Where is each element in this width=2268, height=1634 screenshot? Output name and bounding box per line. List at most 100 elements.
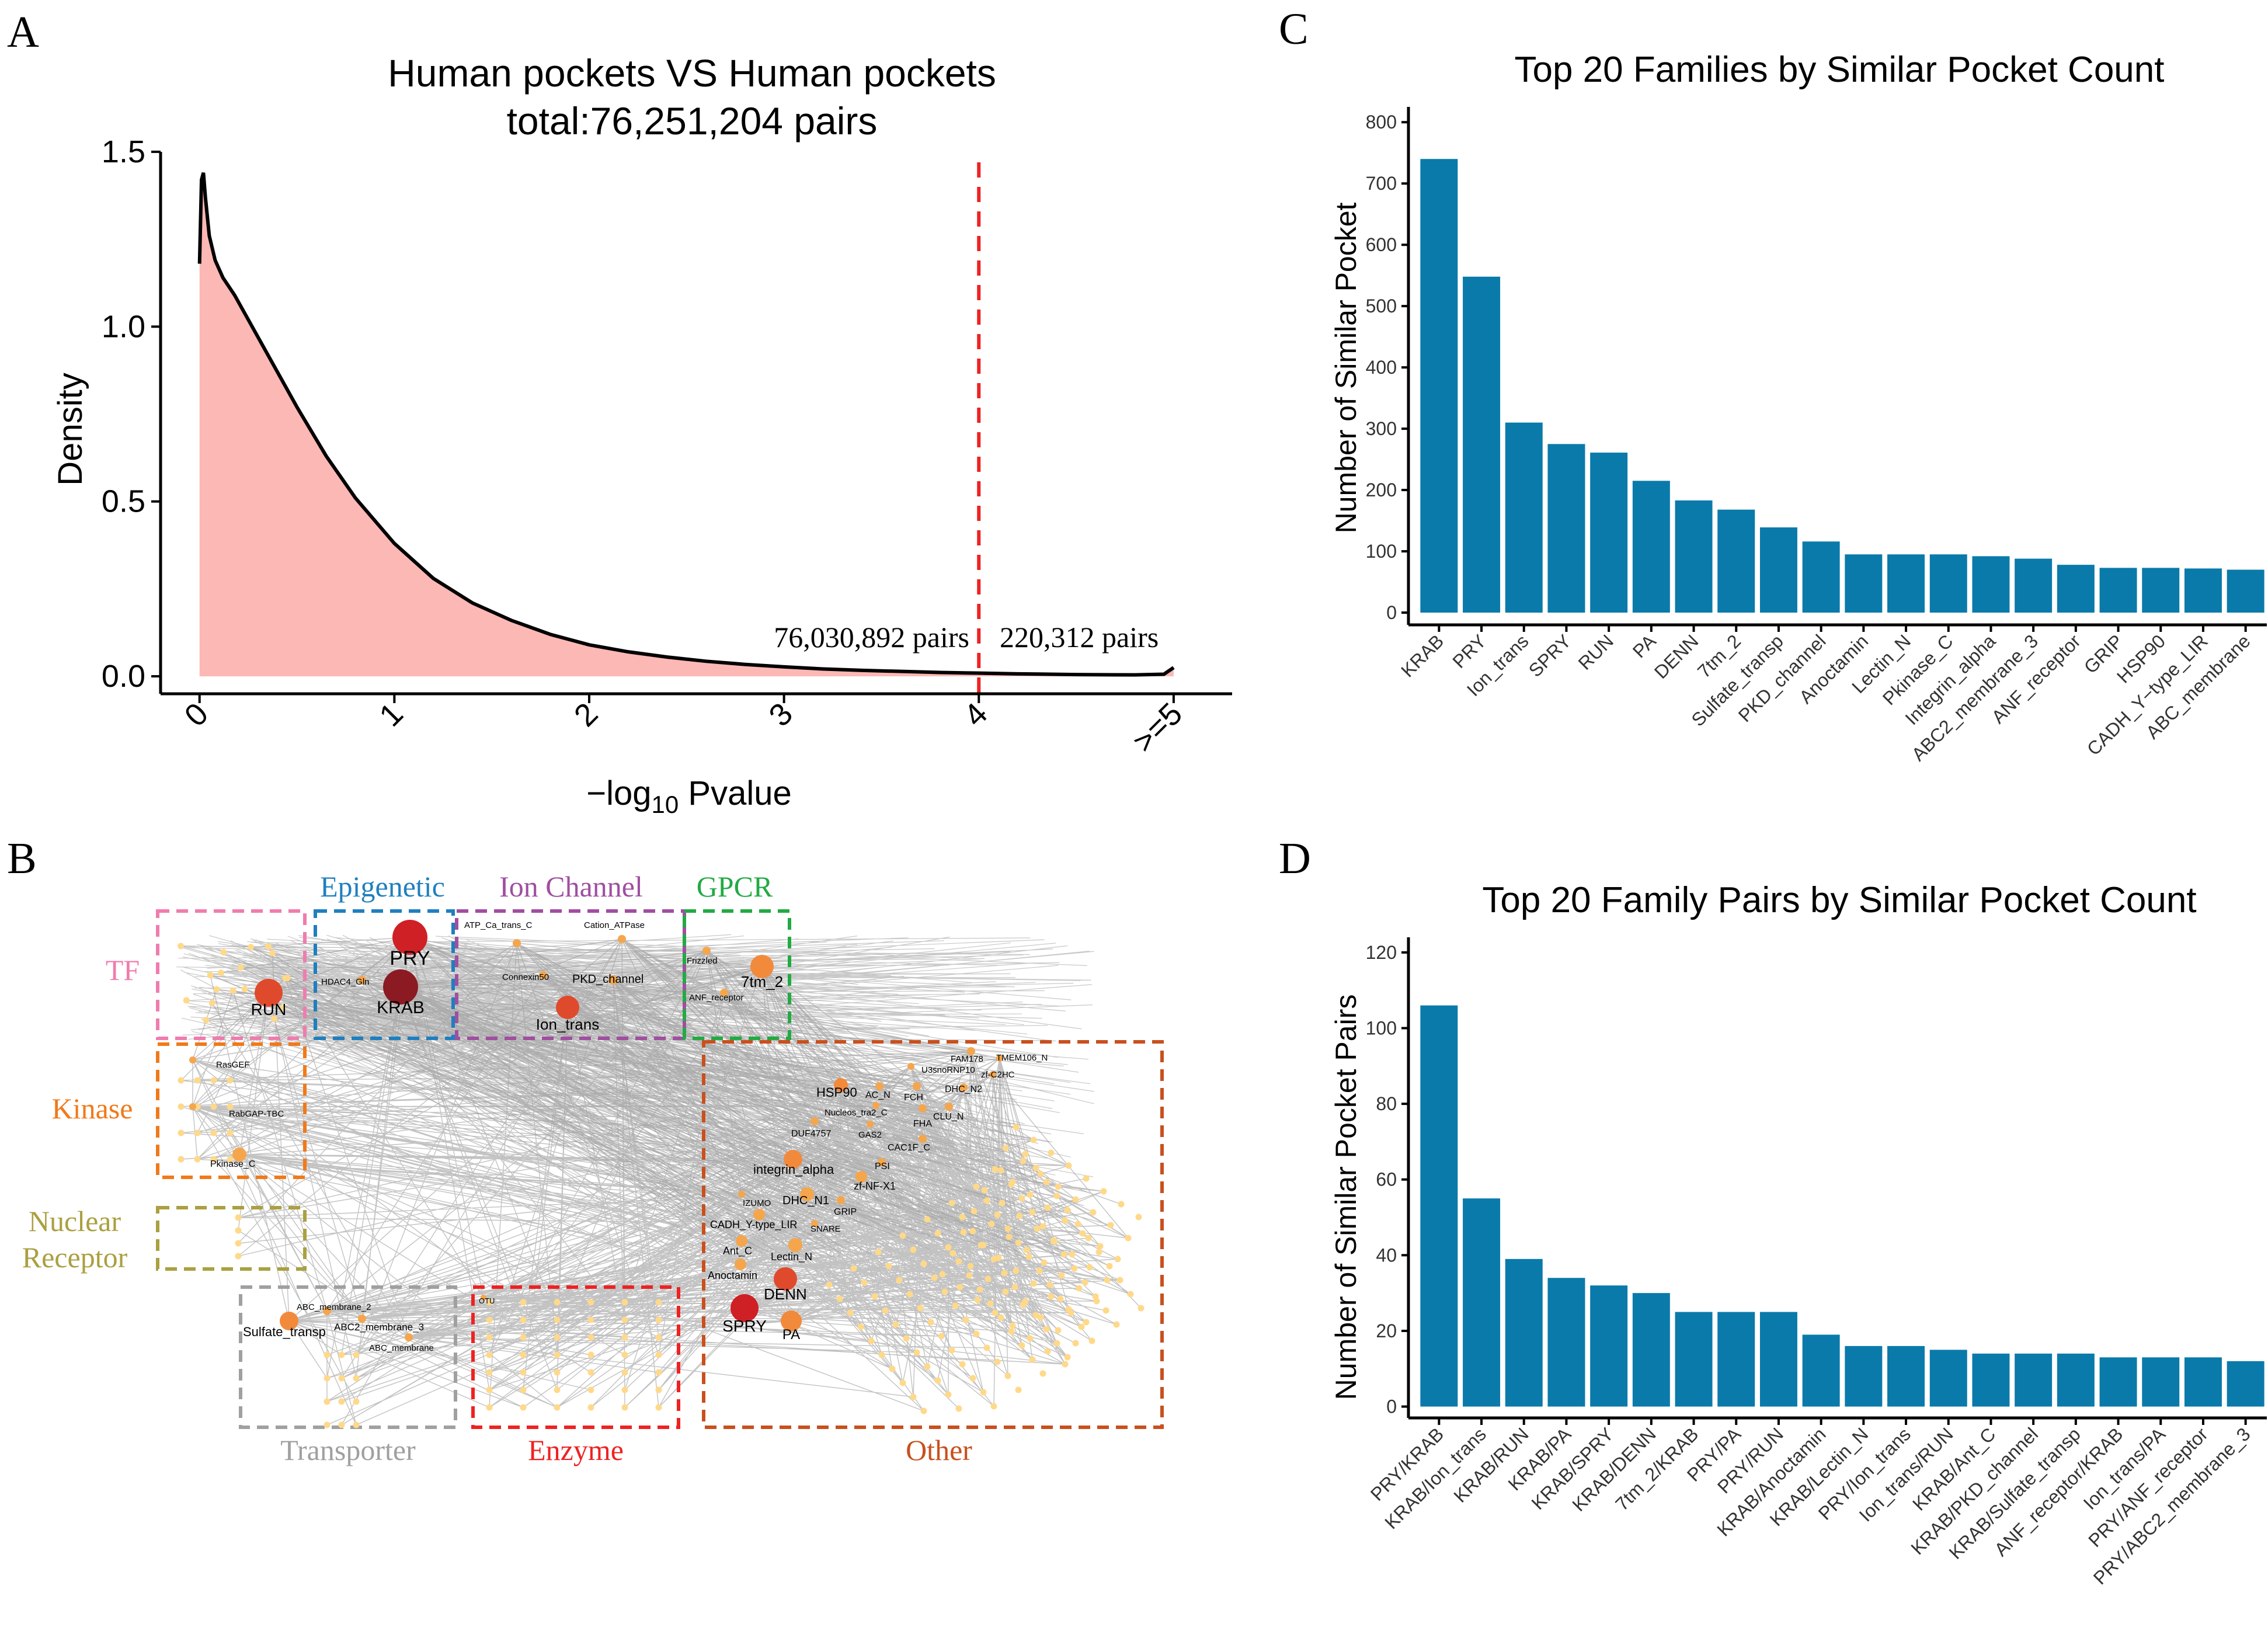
minor-node — [885, 1263, 892, 1270]
x-tick-label: 1 — [373, 696, 410, 733]
minor-node — [265, 943, 272, 950]
minor-node — [554, 1334, 561, 1341]
minor-node — [910, 1393, 917, 1400]
minor-node — [1053, 1340, 1060, 1347]
category-label-kinase: Kinase — [52, 1092, 133, 1125]
category-label-receptor: Receptor — [22, 1241, 128, 1274]
x-tick-label: >=5 — [1126, 696, 1189, 759]
node-cation-atpase — [618, 935, 626, 943]
minor-node — [1088, 1337, 1095, 1344]
minor-node — [1018, 1342, 1025, 1349]
minor-nodes — [178, 943, 1145, 1428]
minor-node — [1100, 1188, 1107, 1195]
minor-node — [1018, 1195, 1025, 1202]
pairs-y-tick-label: 20 — [1376, 1320, 1397, 1341]
families-bar — [2184, 568, 2222, 613]
panel-d-ylabel: Number of Similar Pocket Pairs — [1330, 995, 1362, 1400]
minor-node — [655, 1369, 662, 1376]
families-bar — [2099, 568, 2137, 613]
nuclear-receptor-box — [156, 1206, 307, 1271]
minor-node — [1072, 1340, 1079, 1347]
minor-node — [1027, 1191, 1034, 1198]
minor-node — [1127, 1291, 1134, 1298]
pairs-bar — [1590, 1285, 1628, 1407]
node-clu-n — [945, 1103, 953, 1111]
minor-node — [486, 1369, 493, 1376]
minor-node — [520, 1334, 527, 1341]
category-label-transporter: Transporter — [280, 1434, 416, 1466]
minor-node — [655, 1386, 662, 1393]
minor-node — [980, 1389, 987, 1396]
minor-node — [213, 986, 220, 993]
minor-node — [1037, 1314, 1044, 1321]
minor-node — [227, 1156, 234, 1163]
pairs-bar — [1420, 1005, 1458, 1407]
node-nucleos-tra2-c — [872, 1102, 879, 1109]
minor-node — [1015, 1386, 1022, 1393]
families-y-tick-label: 300 — [1366, 418, 1397, 439]
node-label-pkinase-c: Pkinase_C — [210, 1159, 255, 1169]
pairs-y-tick-label: 0 — [1386, 1396, 1397, 1417]
node-label-fch: FCH — [904, 1093, 923, 1103]
node-anf-receptor — [720, 989, 728, 997]
minor-node — [241, 986, 248, 993]
minor-node — [208, 999, 215, 1006]
node-abc-membrane-2 — [323, 1307, 331, 1315]
node-label-krab: KRAB — [377, 998, 425, 1017]
minor-node — [997, 1314, 1004, 1321]
minor-node — [1060, 1251, 1067, 1258]
category-label-tf: TF — [106, 954, 140, 986]
minor-node — [896, 1277, 903, 1284]
node-label-izumo: IZUMO — [743, 1198, 771, 1208]
minor-node — [999, 1200, 1006, 1207]
node-connexin50 — [539, 971, 547, 979]
minor-node — [973, 1183, 980, 1190]
minor-node — [323, 1375, 331, 1382]
node-hdac4-gln — [358, 976, 366, 984]
gpcr-box — [683, 909, 791, 1040]
minor-node — [323, 1351, 331, 1358]
minor-node — [1013, 1267, 1020, 1274]
minor-node — [227, 1077, 234, 1084]
minor-node — [1041, 1259, 1048, 1266]
minor-node — [229, 987, 236, 994]
minor-node — [194, 1129, 201, 1136]
pairs-bar — [1929, 1350, 1967, 1407]
y-tick-label: 0.5 — [102, 484, 145, 519]
minor-node — [217, 969, 224, 976]
minor-node — [183, 997, 190, 1004]
minor-node — [959, 1361, 966, 1368]
pairs-bar — [1632, 1293, 1670, 1407]
pairs-bar — [2142, 1357, 2180, 1407]
minor-node — [353, 1351, 360, 1358]
minor-node — [967, 1263, 974, 1270]
minor-node — [655, 1351, 662, 1358]
minor-node — [1058, 1272, 1065, 1279]
minor-node — [924, 1216, 931, 1223]
minor-node — [520, 1369, 527, 1376]
minor-node — [1078, 1323, 1085, 1330]
node-label-otu: OTU — [479, 1296, 495, 1305]
minor-node — [269, 950, 276, 957]
minor-node — [520, 1316, 527, 1323]
minor-node — [1053, 1193, 1060, 1200]
minor-node — [1138, 1305, 1145, 1312]
minor-node — [207, 972, 214, 979]
node-label-hdac4-gln: HDAC4_Gln — [321, 977, 370, 987]
density-area — [199, 172, 1174, 677]
minor-node — [1057, 1295, 1064, 1302]
minor-node — [655, 1334, 662, 1341]
minor-node — [178, 1077, 185, 1084]
pairs-bar — [2015, 1353, 2053, 1407]
minor-node — [1029, 1356, 1036, 1363]
minor-node — [1032, 1164, 1039, 1171]
minor-node — [270, 1015, 277, 1022]
minor-node — [941, 1288, 948, 1295]
minor-node — [520, 1351, 527, 1358]
families-y-tick-label: 200 — [1366, 479, 1397, 500]
minor-node — [1016, 1212, 1023, 1219]
minor-node — [486, 1351, 493, 1358]
node-label-spry: SPRY — [722, 1317, 767, 1335]
node-label-rasgef: RasGEF — [216, 1060, 250, 1070]
minor-node — [1106, 1263, 1113, 1270]
